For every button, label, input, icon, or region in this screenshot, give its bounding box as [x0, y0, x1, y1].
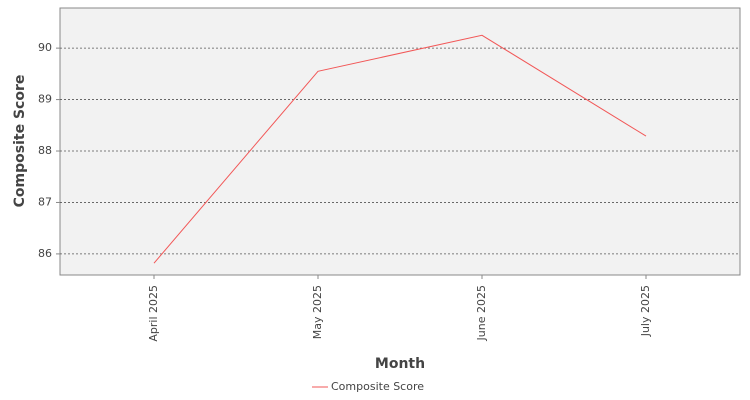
y-tick-label: 87 [38, 195, 52, 208]
legend-label: Composite Score [331, 380, 424, 393]
y-tick-label: 88 [38, 144, 52, 157]
x-tick-label: June 2025 [475, 285, 488, 341]
y-tick-label: 89 [38, 93, 52, 106]
x-tick-label: July 2025 [639, 285, 652, 337]
x-tick-label: April 2025 [147, 285, 160, 342]
y-tick-label: 90 [38, 41, 52, 54]
x-tick-label: May 2025 [311, 285, 324, 339]
plot-area [59, 7, 741, 276]
x-axis-title: Month [375, 356, 425, 372]
data-line [153, 34, 647, 264]
y-axis-title: Composite Score [12, 75, 28, 208]
y-tick-label: 86 [38, 247, 52, 260]
